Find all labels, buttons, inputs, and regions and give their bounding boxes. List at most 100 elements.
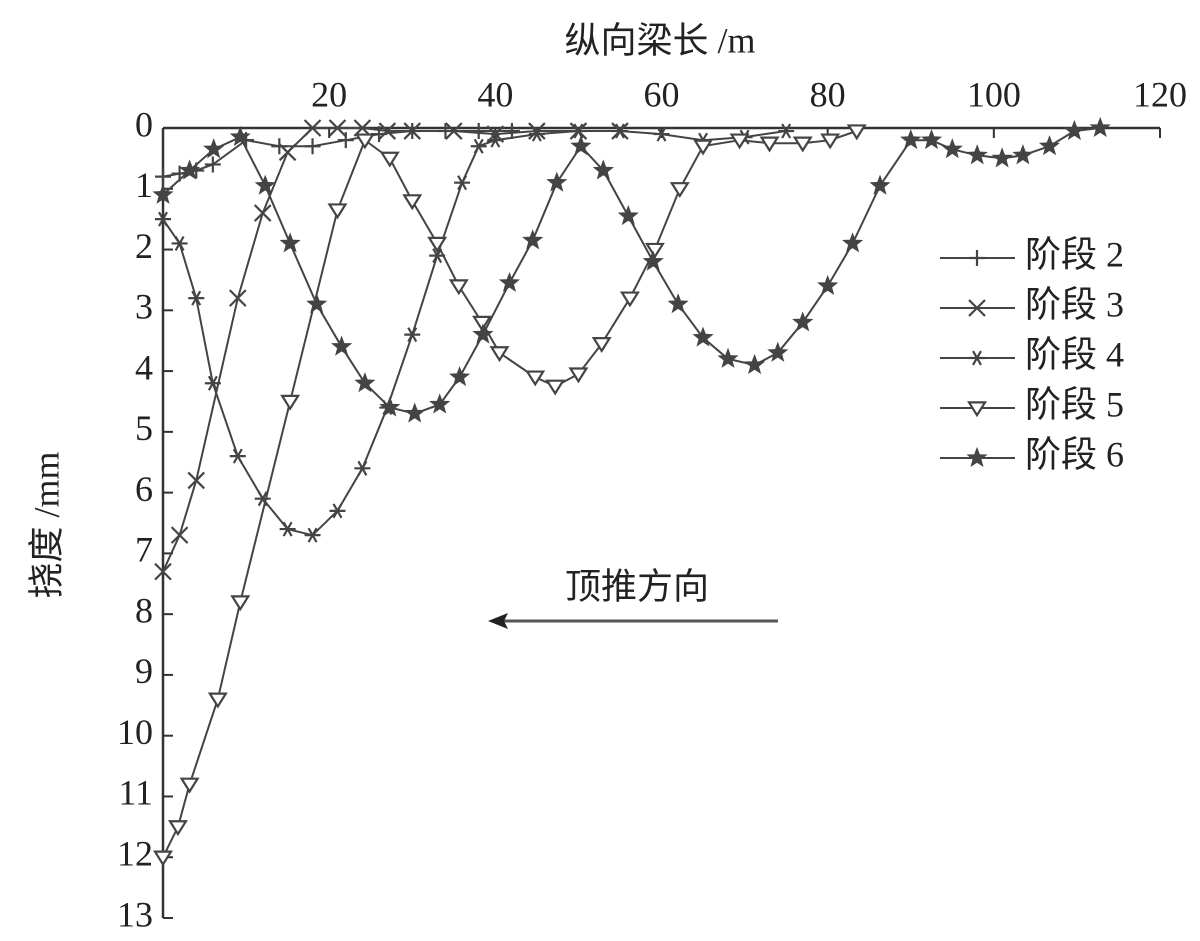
marker [429, 393, 451, 414]
marker [402, 194, 423, 211]
marker [427, 236, 448, 253]
marker [968, 299, 986, 317]
y-tick-label: 6 [135, 469, 153, 509]
marker [498, 271, 521, 292]
marker [743, 353, 766, 375]
marker [611, 123, 628, 139]
marker [568, 367, 589, 384]
marker [470, 138, 487, 154]
marker [279, 232, 301, 253]
y-tick-label: 0 [135, 104, 153, 144]
marker [967, 401, 987, 418]
marker [669, 182, 690, 199]
marker [445, 122, 463, 140]
y-tick-label: 8 [135, 590, 153, 630]
marker [337, 132, 354, 149]
marker [817, 274, 839, 296]
marker [503, 123, 520, 140]
marker [228, 289, 247, 307]
marker [354, 133, 375, 150]
marker [170, 526, 189, 544]
marker [470, 123, 487, 140]
y-tick-label: 2 [135, 226, 153, 266]
y-tick-label: 4 [135, 347, 153, 387]
marker [759, 136, 780, 153]
marker [767, 341, 789, 362]
marker [204, 156, 221, 173]
marker [254, 174, 276, 195]
marker [653, 126, 670, 142]
marker [155, 211, 171, 227]
x-tick-label: 20 [311, 74, 347, 114]
y-tick-label: 3 [135, 287, 153, 327]
marker [591, 337, 612, 354]
marker [155, 168, 171, 185]
marker [254, 491, 271, 507]
marker [271, 138, 288, 155]
marker [692, 326, 714, 347]
marker [619, 291, 640, 308]
marker [280, 394, 301, 411]
arrow-head [488, 613, 508, 629]
marker [729, 133, 750, 150]
marker [328, 119, 347, 137]
marker [667, 293, 689, 314]
marker [404, 402, 426, 423]
marker [187, 471, 206, 490]
x-tick-label: 40 [477, 74, 513, 114]
annotation: 顶推方向 [565, 566, 709, 606]
marker [404, 327, 421, 343]
y-axis-label: 挠度 /mm [26, 451, 66, 598]
marker [1089, 116, 1111, 138]
legend-label: 阶段 6 [1025, 434, 1124, 474]
marker [528, 126, 545, 142]
marker [991, 147, 1013, 168]
y-tick-label: 1 [135, 165, 153, 205]
marker [153, 850, 173, 867]
legend-label: 阶段 5 [1025, 384, 1124, 424]
marker [330, 335, 353, 356]
marker [1038, 135, 1061, 156]
marker [279, 521, 296, 537]
marker [778, 123, 795, 139]
marker [472, 323, 494, 344]
marker [941, 138, 963, 159]
marker [842, 232, 864, 253]
marker [969, 250, 985, 266]
y-tick-label: 5 [135, 408, 153, 448]
marker [528, 122, 546, 140]
marker [306, 293, 328, 314]
marker [179, 777, 200, 794]
marker [167, 820, 188, 837]
marker [353, 119, 372, 137]
legend-label: 阶段 3 [1025, 284, 1124, 324]
marker [792, 311, 814, 332]
marker [179, 159, 201, 180]
y-tick-label: 7 [135, 530, 153, 570]
marker [522, 229, 544, 250]
marker [303, 119, 322, 137]
marker [204, 375, 221, 391]
marker [525, 370, 546, 387]
marker [846, 124, 867, 141]
x-axis-label: 纵向梁长 /m [564, 20, 755, 60]
marker [869, 174, 891, 195]
marker [966, 446, 988, 468]
marker [592, 159, 615, 180]
marker [378, 122, 397, 140]
marker [379, 396, 401, 417]
marker [489, 346, 510, 363]
marker [229, 125, 251, 147]
marker [253, 204, 272, 222]
marker [546, 171, 568, 192]
marker [230, 595, 251, 612]
marker [1012, 144, 1034, 165]
marker [570, 135, 592, 156]
marker [545, 379, 566, 396]
marker [379, 151, 400, 168]
x-tick-label: 100 [967, 74, 1021, 114]
marker [207, 692, 228, 709]
x-tick-label: 60 [644, 74, 680, 114]
marker [304, 527, 321, 543]
